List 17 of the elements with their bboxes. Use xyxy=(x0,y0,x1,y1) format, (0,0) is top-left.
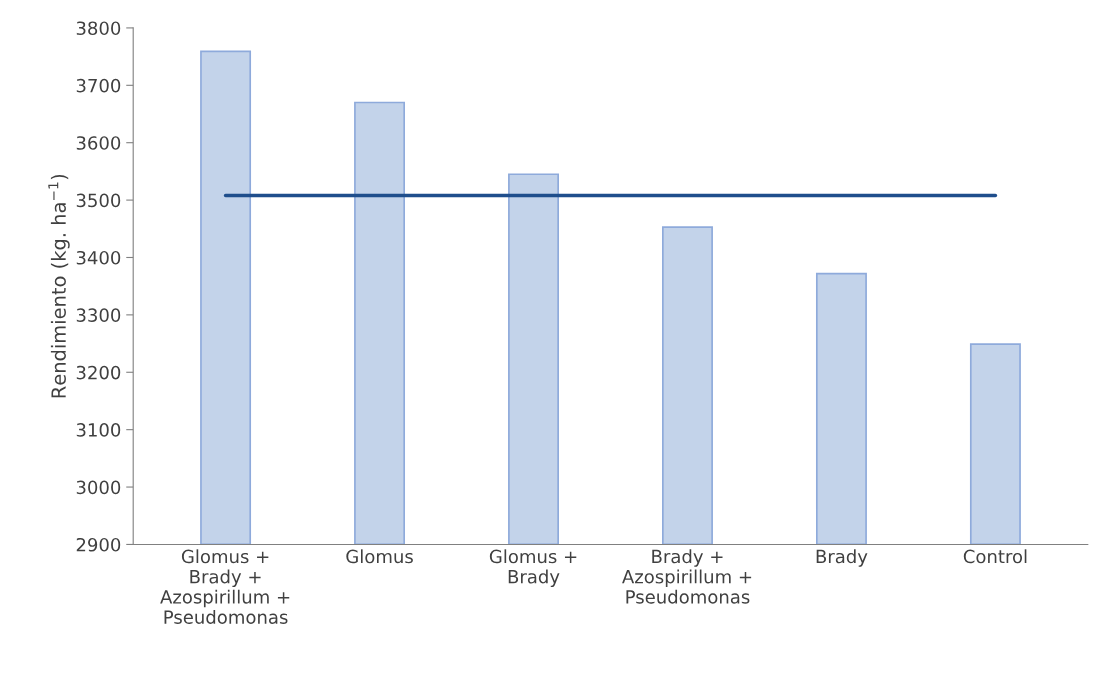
y-tick-label: 2900 xyxy=(76,537,121,552)
y-tick-label: 3400 xyxy=(76,250,121,265)
y-tick-label: 3700 xyxy=(76,78,121,93)
x-tick-label: Brady xyxy=(816,549,868,567)
y-tick-label: 3200 xyxy=(76,365,121,380)
x-tick-label: Brady + Azospirillum + Pseudomonas xyxy=(622,549,752,604)
y-tick-label: 3300 xyxy=(76,308,121,322)
x-tick-label: Glomus xyxy=(346,549,413,564)
y-tick-label: 3600 xyxy=(76,136,121,150)
x-tick-label: Glomus + Brady + Azospirillum + Pseudomonas xyxy=(160,549,290,624)
y-tick-label: 3800 xyxy=(76,21,121,36)
y-tick-label: 3500 xyxy=(76,193,121,208)
y-axis-title: Rendimiento (kg. ha$^{−1}$) xyxy=(48,174,70,398)
x-tick-label: Glomus + Brady xyxy=(489,549,577,587)
y-tick-label: 3000 xyxy=(76,480,121,495)
x-tick-label: Control xyxy=(963,549,1027,564)
y-tick-label: 3100 xyxy=(76,423,121,437)
